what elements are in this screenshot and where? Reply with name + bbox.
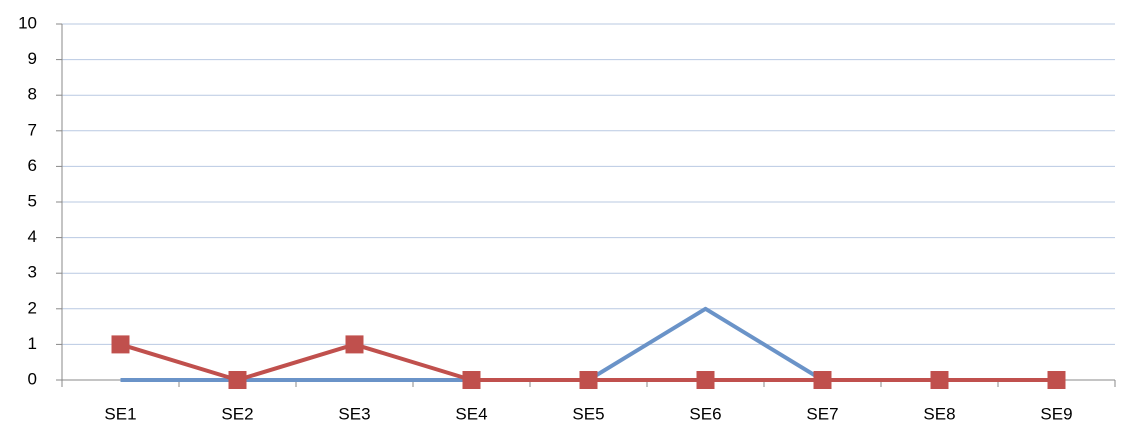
x-tick-label: SE3 — [338, 404, 370, 423]
y-tick-label: 1 — [28, 334, 37, 353]
x-tick-label: SE6 — [689, 404, 721, 423]
y-tick-label: 9 — [28, 49, 37, 68]
y-tick-label: 8 — [28, 85, 37, 104]
marker — [1047, 371, 1066, 389]
x-tick-label: SE5 — [572, 404, 604, 423]
y-tick-label: 4 — [28, 227, 37, 246]
marker — [579, 371, 598, 389]
x-tick-label: SE2 — [221, 404, 253, 423]
y-tick-label: 2 — [28, 298, 37, 317]
marker — [696, 371, 715, 389]
x-tick-label: SE1 — [104, 404, 136, 423]
y-tick-label: 0 — [28, 369, 37, 388]
marker — [813, 371, 832, 389]
y-tick-label: 3 — [28, 263, 37, 282]
y-tick-label: 10 — [18, 13, 37, 32]
y-tick-label: 6 — [28, 156, 37, 175]
marker — [462, 371, 481, 389]
x-tick-label: SE9 — [1040, 404, 1072, 423]
y-tick-label: 7 — [28, 120, 37, 139]
marker — [345, 335, 364, 354]
y-tick-label: 5 — [28, 191, 37, 210]
x-tick-label: SE8 — [923, 404, 955, 423]
marker — [228, 371, 247, 389]
marker — [111, 335, 130, 354]
x-tick-label: SE7 — [806, 404, 838, 423]
marker — [930, 371, 949, 389]
x-tick-label: SE4 — [455, 404, 487, 423]
